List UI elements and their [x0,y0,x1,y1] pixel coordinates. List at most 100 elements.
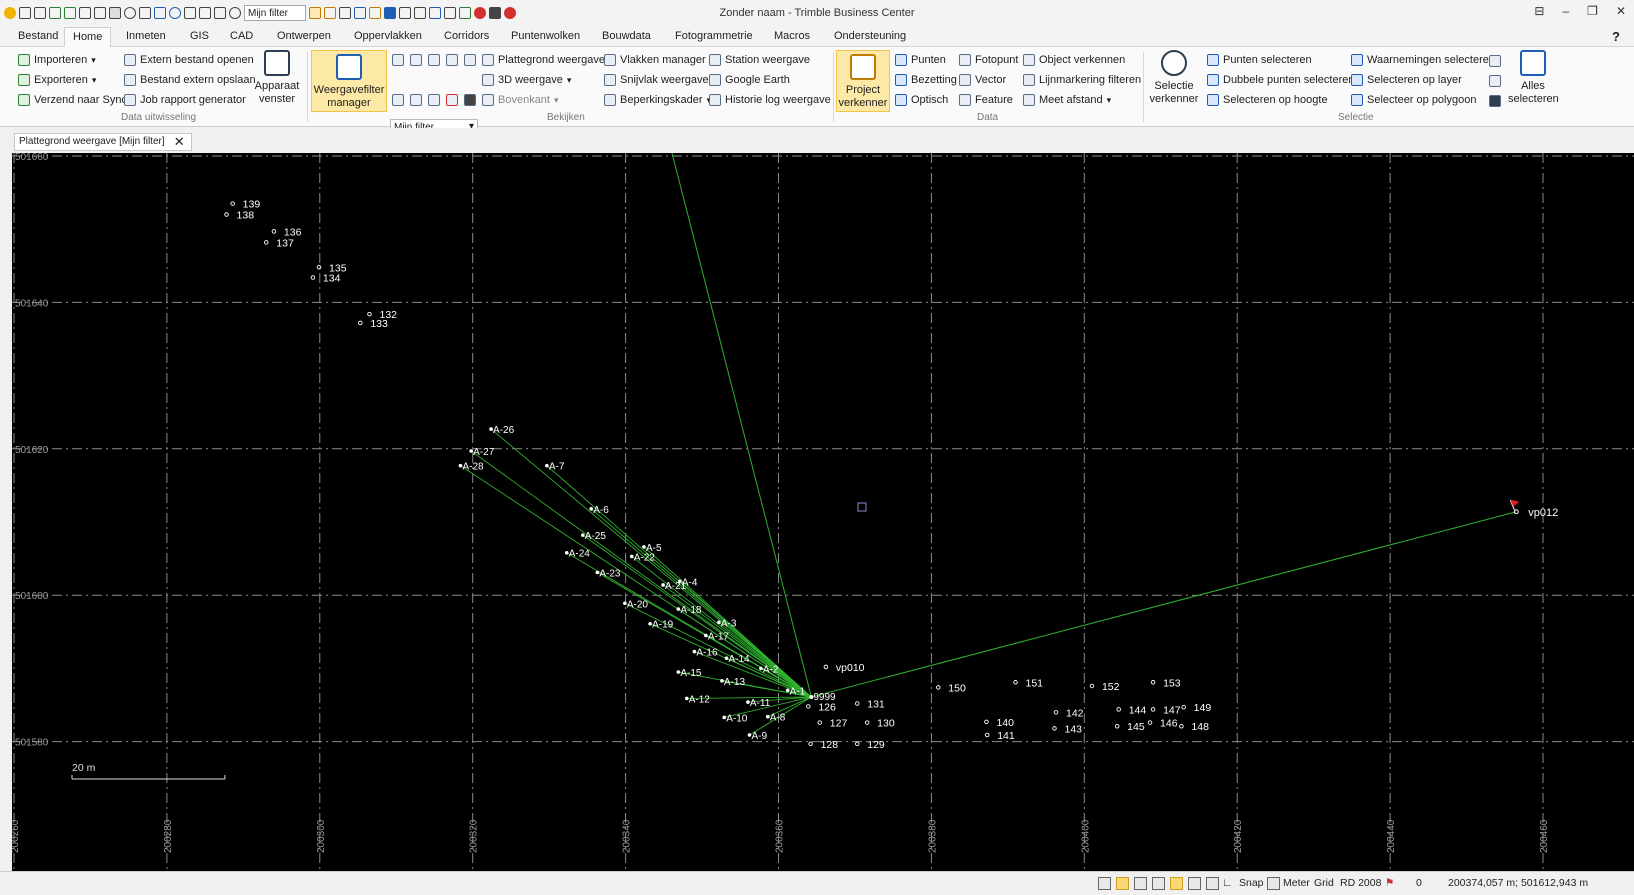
hand-icon[interactable] [410,94,422,106]
object-verkennen-button[interactable]: Object verkennen [1023,54,1125,66]
flag-icon[interactable]: ⚑ [1385,877,1395,889]
cube-icon[interactable] [354,7,366,19]
selection-icon[interactable] [324,7,336,19]
filter-icon[interactable] [309,7,321,19]
tab-ondersteuning[interactable]: Ondersteuning [834,30,907,42]
undo-icon[interactable] [19,7,31,19]
redo-icon[interactable] [34,7,46,19]
punten-selecteren-button[interactable]: Punten selecteren [1207,54,1312,66]
plan-canvas[interactable]: 200260 200280 200300 200320 200340 200360 2003… [12,153,1634,871]
stop-icon[interactable] [489,7,501,19]
command-line-icon[interactable] [1098,877,1111,890]
historie-log-weergave-button[interactable]: Historie log weergave [709,94,831,106]
tab-home[interactable]: Home [64,27,112,48]
tab-cad[interactable]: CAD [230,30,254,42]
ortho-icon[interactable] [1188,877,1201,890]
tab-plattegrond-weergave[interactable]: Plattegrond weergave [Mijn filter] ✕ [14,133,192,151]
meter-toggle[interactable]: Meter [1283,877,1310,889]
plattegrond-weergave-button[interactable]: Plattegrond weergave [482,54,605,66]
compass-icon[interactable] [384,7,396,19]
extern-bestand-openen-button[interactable]: Extern bestand openen [124,54,254,66]
flag-icon[interactable] [446,94,458,106]
selecteren-op-hoogte-button[interactable]: Selecteren op hoogte [1207,94,1328,106]
select-more-icon[interactable] [1489,55,1501,67]
selectie-verkenner-button[interactable]: Selectie verkenner [1148,50,1200,106]
tab-macros[interactable]: Macros [774,30,811,42]
snap-toggle[interactable]: Snap [1239,877,1264,889]
line-icon[interactable] [429,7,441,19]
document-icon[interactable] [369,7,381,19]
selecteren-op-layer-button[interactable]: Selecteren op layer [1351,74,1462,86]
3d-weergave-button[interactable]: 3D weergave [482,74,571,86]
minimize-icon[interactable]: – [1562,4,1570,18]
close-tab-icon[interactable]: ✕ [173,134,185,149]
new-project-icon[interactable] [64,7,76,19]
zoom-in-icon[interactable] [392,54,404,66]
coordinate-system[interactable]: RD 2008 [1340,877,1382,889]
job-rapport-generator-button[interactable]: Job rapport generator [124,94,246,106]
plan-view[interactable]: 200260 200280 200300 200320 200340 200360 2003… [12,153,1634,871]
tab-bouwdata[interactable]: Bouwdata [602,30,651,42]
apparaat-venster-button[interactable]: Apparaat venster [252,50,302,106]
restore-pane-icon[interactable]: ⊟ [1534,4,1545,18]
black-square-icon[interactable] [464,94,476,106]
qat-filter-select[interactable]: Mijn filter [244,5,306,21]
zoom-out-icon[interactable] [410,54,422,66]
maximize-icon[interactable]: ❐ [1587,4,1598,18]
snijvlak-weergave-button[interactable]: Snijvlak weergave [604,74,709,86]
feature-button[interactable]: Feature [959,94,1013,106]
cogo-icon[interactable] [459,7,471,19]
tab-corridors[interactable]: Corridors [444,30,490,42]
grid-snap-icon[interactable] [1170,877,1183,890]
tab-bestand[interactable]: Bestand [18,30,59,42]
importeren-button[interactable]: Importeren [18,54,96,66]
bezetting-button[interactable]: Bezetting [895,74,957,86]
tab-puntenwolken[interactable]: Puntenwolken [511,30,581,42]
polar-icon[interactable] [1206,877,1219,890]
3d-view-icon[interactable] [199,7,211,19]
zoom-previous-icon[interactable] [464,54,476,66]
dubbele-punten-selecteren-button[interactable]: Dubbele punten selecteren [1207,74,1354,86]
punten-button[interactable]: Punten [895,54,946,66]
tab-gis[interactable]: GIS [190,30,209,42]
tab-inmeten[interactable]: Inmeten [126,30,166,42]
vector-button[interactable]: Vector [959,74,1006,86]
optisch-button[interactable]: Optisch [895,94,948,106]
select-mode-icon[interactable] [1116,877,1129,890]
waarnemingen-selecteren-button[interactable]: Waarnemingen selecteren [1351,54,1495,66]
tab-ontwerpen[interactable]: Ontwerpen [277,30,331,42]
save-icon[interactable] [94,7,106,19]
layers-icon[interactable] [154,7,166,19]
beperkingskader-button[interactable]: Beperkingskader [604,94,711,106]
page-icon[interactable] [399,7,411,19]
grid-toggle[interactable]: Grid [1314,877,1334,889]
exporteren-button[interactable]: Exporteren [18,74,96,86]
plan-view-icon[interactable] [184,7,196,19]
units-icon[interactable] [1267,877,1280,890]
import-icon[interactable] [49,7,61,19]
plane-icon[interactable] [414,7,426,19]
weergavefilter-manager-button[interactable]: Weergavefilter manager [311,50,387,112]
verzend-naar-sync-button[interactable]: Verzend naar Sync [18,94,127,106]
lasso-icon[interactable] [1134,877,1147,890]
network-icon[interactable] [339,7,351,19]
settings-gear-icon[interactable] [124,7,136,19]
fotopunt-button[interactable]: Fotopunt [959,54,1018,66]
print-icon[interactable] [109,7,121,19]
bestand-extern-opslaan-button[interactable]: Bestand extern opslaan [124,74,256,86]
measure-icon[interactable] [444,7,456,19]
selecteer-op-polygoon-button[interactable]: Selecteer op polygoon [1351,94,1476,106]
bovenkant-button[interactable]: Bovenkant [482,94,559,106]
alles-selecteren-button[interactable]: Alles selecteren [1508,50,1559,106]
select-filter-icon[interactable] [1489,75,1501,87]
google-earth-button[interactable]: Google Earth [709,74,790,86]
cancel-icon[interactable] [504,7,516,19]
open-project-icon[interactable] [79,7,91,19]
record-icon[interactable] [474,7,486,19]
image-icon[interactable] [214,7,226,19]
eye-icon[interactable] [229,7,241,19]
pan-icon[interactable] [392,94,404,106]
zoom-extents-icon[interactable] [428,54,440,66]
tab-fotogrammetrie[interactable]: Fotogrammetrie [675,30,753,42]
vlakken-manager-button[interactable]: Vlakken manager [604,54,706,66]
